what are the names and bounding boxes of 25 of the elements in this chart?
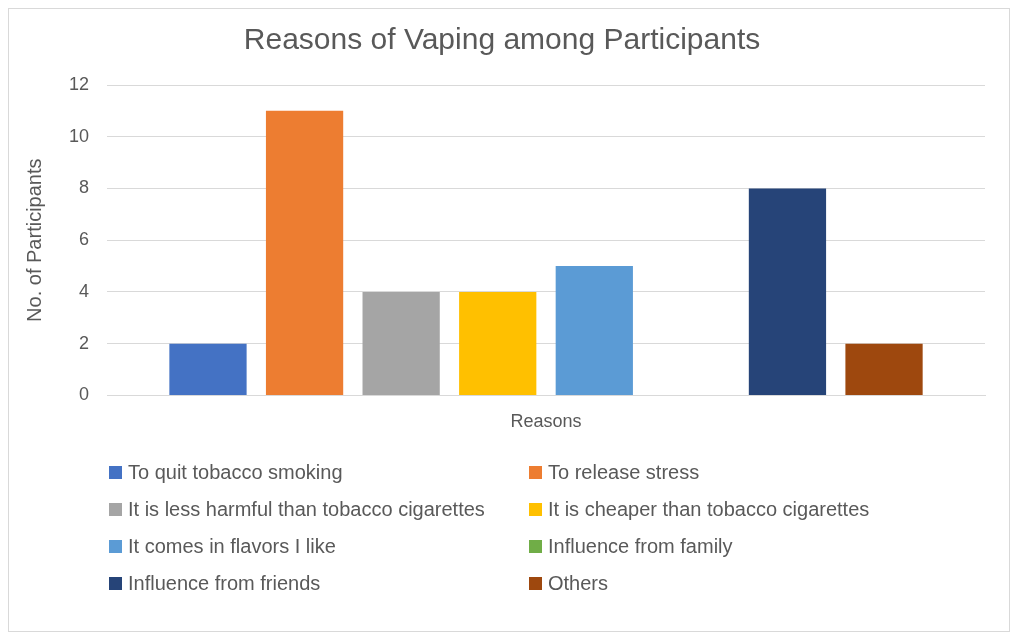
legend-label: It is less harmful than tobacco cigarettes	[128, 498, 485, 521]
legend-label: It is cheaper than tobacco cigarettes	[548, 498, 870, 521]
y-axis-title: No. of Participants	[22, 158, 45, 322]
bar	[845, 343, 923, 395]
y-tick-label: 12	[68, 73, 90, 94]
y-tick-label: 8	[79, 177, 90, 198]
bar	[265, 110, 344, 395]
bar	[459, 291, 537, 395]
chart-title: Reasons of Vaping among Participants	[243, 22, 761, 56]
bar	[748, 188, 827, 395]
x-tick-label: Reasons	[510, 411, 582, 432]
legend-label: It comes in flavors I like	[128, 535, 336, 558]
legend-label: Influence from friends	[128, 572, 321, 595]
legend-label: To quit tobacco smoking	[128, 461, 343, 484]
y-tick-label: 0	[79, 384, 90, 405]
y-tick-label: 2	[79, 332, 90, 353]
bar	[169, 343, 247, 395]
y-tick-label: 6	[79, 229, 90, 250]
y-tick-label: 10	[68, 125, 90, 146]
legend-label: Influence from family	[548, 535, 733, 558]
bar	[555, 266, 633, 395]
legend-label: To release stress	[548, 461, 700, 484]
legend-label: Others	[548, 572, 609, 595]
bar	[362, 291, 440, 395]
y-tick-label: 4	[79, 280, 90, 301]
